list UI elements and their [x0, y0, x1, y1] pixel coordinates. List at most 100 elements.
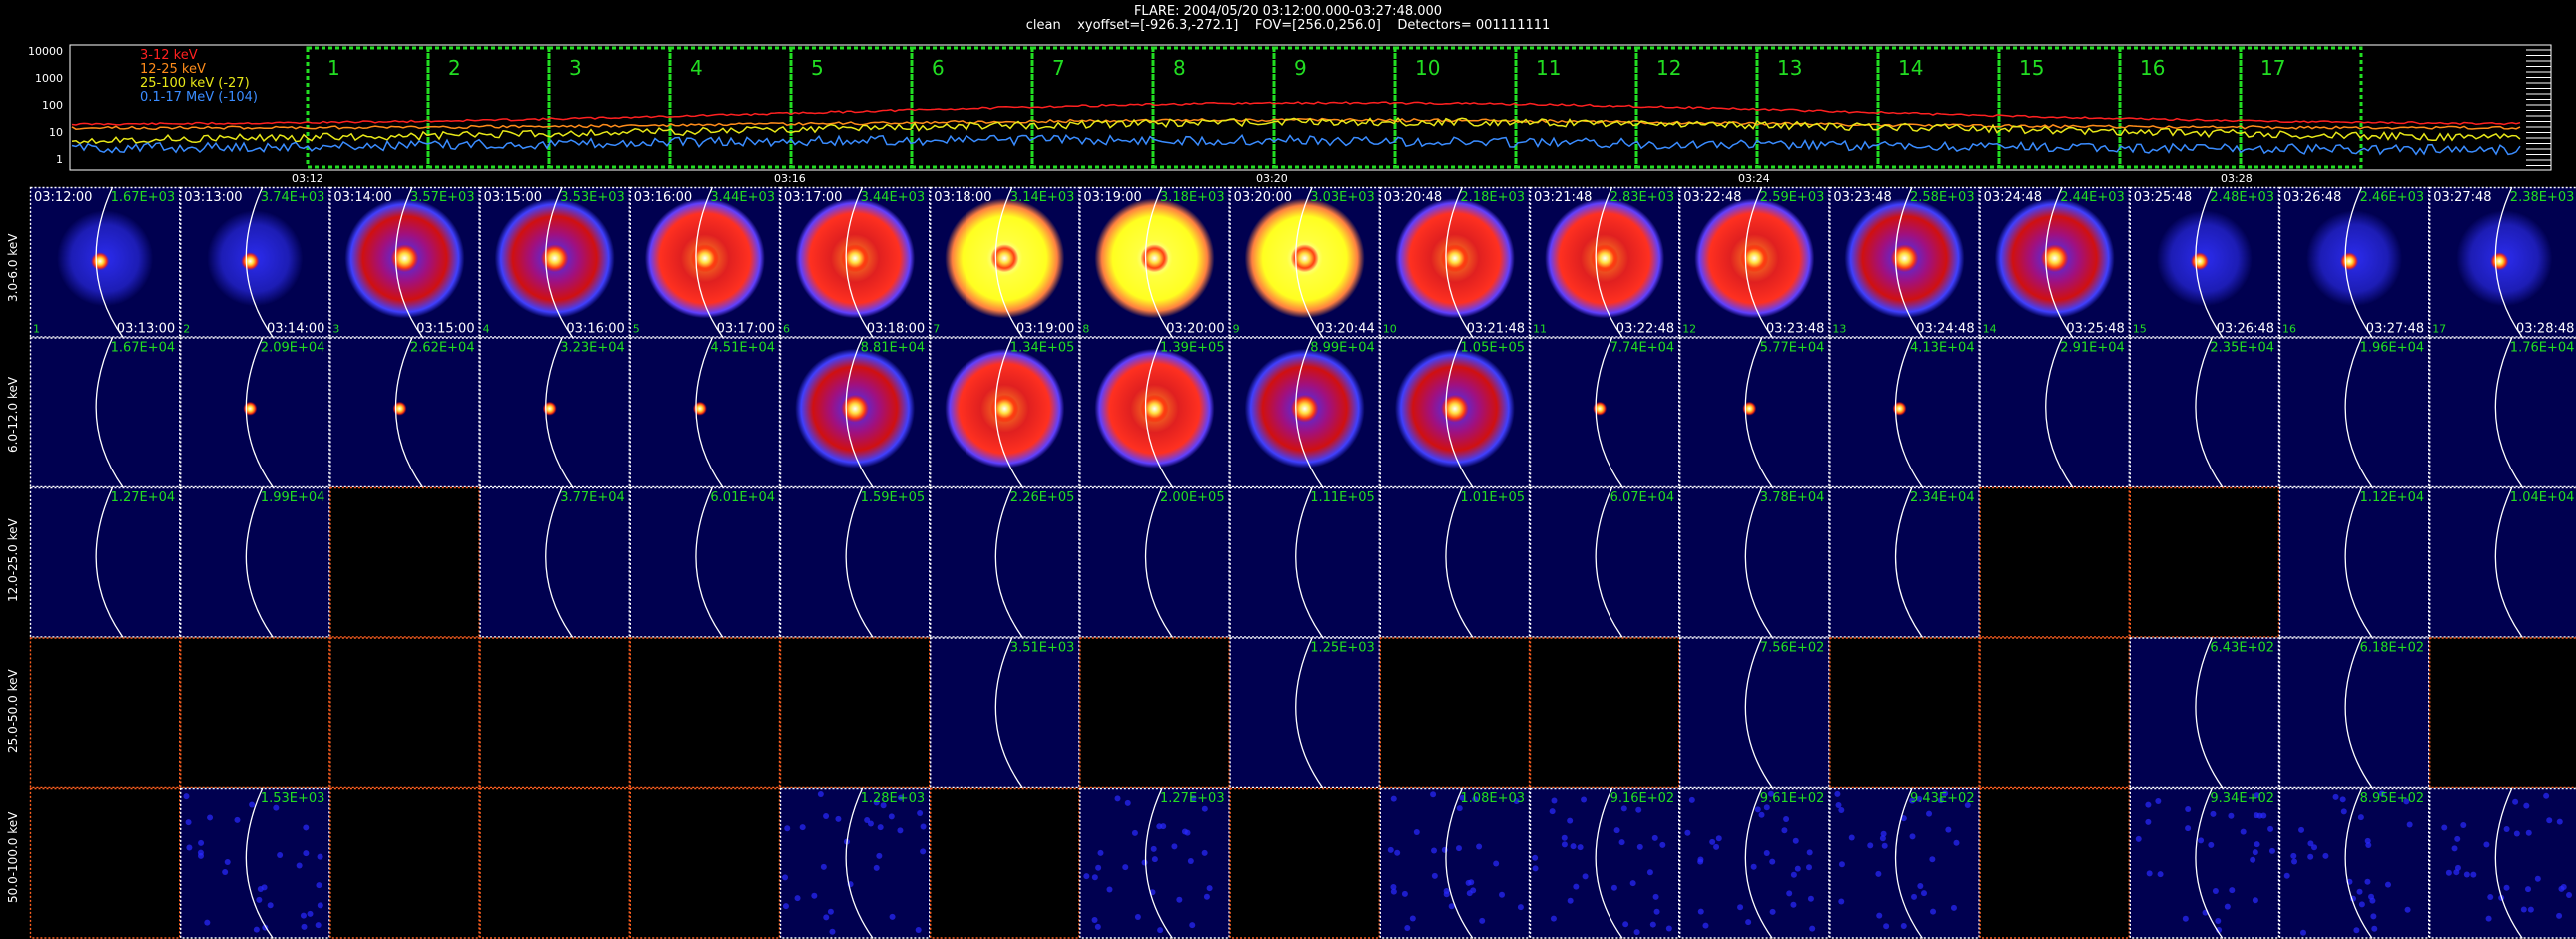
image-cell [1979, 637, 2130, 789]
noise-speck [897, 794, 904, 801]
peak-value: 3.44E+03 [710, 190, 775, 205]
light-curve-series [71, 117, 2521, 145]
image-cell: 2.62E+04 [329, 337, 480, 488]
image-cell: 3.51E+03 [930, 637, 1080, 789]
start-time: 03:27:48 [2433, 190, 2491, 205]
end-time: 03:26:48 [2217, 322, 2274, 337]
noise-speck [1622, 921, 1629, 928]
peak-value: 1.04E+04 [2510, 490, 2575, 505]
noise-speck [1838, 898, 1845, 905]
noise-speck [2558, 885, 2565, 892]
cell-border [179, 337, 330, 488]
noise-speck [224, 858, 231, 865]
cell-border [1229, 637, 1380, 789]
noise-speck [1926, 810, 1933, 817]
interval-box [547, 46, 672, 169]
solar-limb [845, 486, 874, 638]
cell-border [2129, 486, 2280, 638]
noise-speck [2527, 906, 2534, 913]
image-cell: 2.46E+03 03:26:48 03:27:48 16 [2278, 186, 2430, 338]
noise-speck [799, 824, 806, 831]
legend-entry: 12-25 keV [140, 62, 206, 77]
source-kernel [2490, 252, 2509, 271]
noise-speck [1767, 790, 1774, 797]
image-cell [1379, 637, 1531, 789]
cell-border [179, 186, 330, 338]
noise-speck [2240, 828, 2247, 835]
noise-speck [2523, 802, 2530, 809]
cell-background [1679, 788, 1830, 939]
peak-value: 9.34E+02 [2210, 791, 2274, 806]
solar-limb [2195, 337, 2224, 488]
start-time: 03:12:00 [34, 190, 92, 205]
image-cell [29, 787, 181, 939]
noise-speck [1790, 901, 1797, 908]
noise-speck [1881, 842, 1888, 849]
noise-speck [207, 814, 214, 821]
noise-speck [1150, 845, 1157, 852]
noise-speck [2512, 798, 2519, 805]
noise-speck [1134, 913, 1141, 920]
noise-speck [2283, 872, 2290, 879]
image-cell: 8.99E+04 [1229, 337, 1380, 488]
solar-limb [1445, 486, 1474, 638]
cell-border [2278, 186, 2430, 338]
end-time: 03:17:00 [717, 322, 775, 337]
image-cell: 5.77E+04 [1678, 337, 1830, 488]
solar-limb [1894, 186, 1924, 338]
noise-speck [1807, 895, 1814, 902]
image-cell [779, 637, 931, 789]
start-time: 03:19:00 [1083, 190, 1141, 205]
peak-value: 2.26E+05 [1010, 490, 1075, 505]
image-cell: 3.44E+03 03:17:00 03:18:00 6 [779, 186, 931, 338]
image-cell: 2.38E+03 03:27:48 03:28:48 17 [2428, 186, 2576, 338]
image-cell: 3.78E+04 [1678, 486, 1830, 638]
noise-speck [2406, 821, 2413, 828]
source-kernel [990, 244, 1019, 273]
noise-speck [2250, 856, 2256, 863]
noise-speck [1097, 849, 1104, 856]
noise-speck [2252, 849, 2258, 856]
noise-speck [1577, 844, 1584, 851]
noise-speck [2370, 913, 2377, 920]
noise-speck [1114, 795, 1121, 802]
solar-limb [2195, 787, 2224, 939]
solar-limb [394, 186, 424, 338]
solar-limb [245, 186, 274, 338]
noise-speck [2441, 824, 2448, 831]
end-time: 03:22:48 [1616, 322, 1674, 337]
source-kernel [1140, 244, 1169, 273]
image-cell: 1.34E+05 [930, 337, 1080, 488]
noise-speck [2145, 801, 2152, 808]
image-cell [2129, 486, 2280, 638]
image-cell: 2.09E+04 [179, 337, 330, 488]
noise-speck [1750, 863, 1757, 870]
x-tick-label: 03:16 [774, 172, 806, 185]
noise-speck [1790, 871, 1797, 878]
noise-speck [2198, 837, 2205, 844]
noise-speck [1187, 857, 1194, 864]
noise-speck [864, 817, 871, 824]
image-cell: 1.99E+04 [179, 486, 330, 638]
cell-background [30, 637, 181, 788]
source-kernel [1742, 401, 1757, 416]
cell-background [2129, 487, 2279, 638]
interval-index: 13 [1832, 323, 1846, 336]
cell-background [2129, 788, 2279, 939]
image-cell: 9.16E+02 [1529, 787, 1680, 939]
cell-border [629, 186, 781, 338]
source-kernel [241, 252, 260, 271]
noise-speck [876, 852, 883, 859]
noise-speck [1702, 922, 1709, 929]
noise-speck [198, 852, 205, 859]
noise-speck [873, 799, 880, 806]
interval-index: 16 [2282, 323, 2296, 336]
solar-limb [1144, 787, 1174, 939]
solar-limb [1144, 337, 1174, 488]
image-cell: 2.26E+05 [930, 486, 1080, 638]
interval-number: 1 [327, 56, 340, 80]
end-time: 03:15:00 [416, 322, 474, 337]
source-kernel [540, 244, 569, 273]
image-cell: 1.11E+05 [1229, 486, 1380, 638]
cell-border [1529, 186, 1680, 338]
